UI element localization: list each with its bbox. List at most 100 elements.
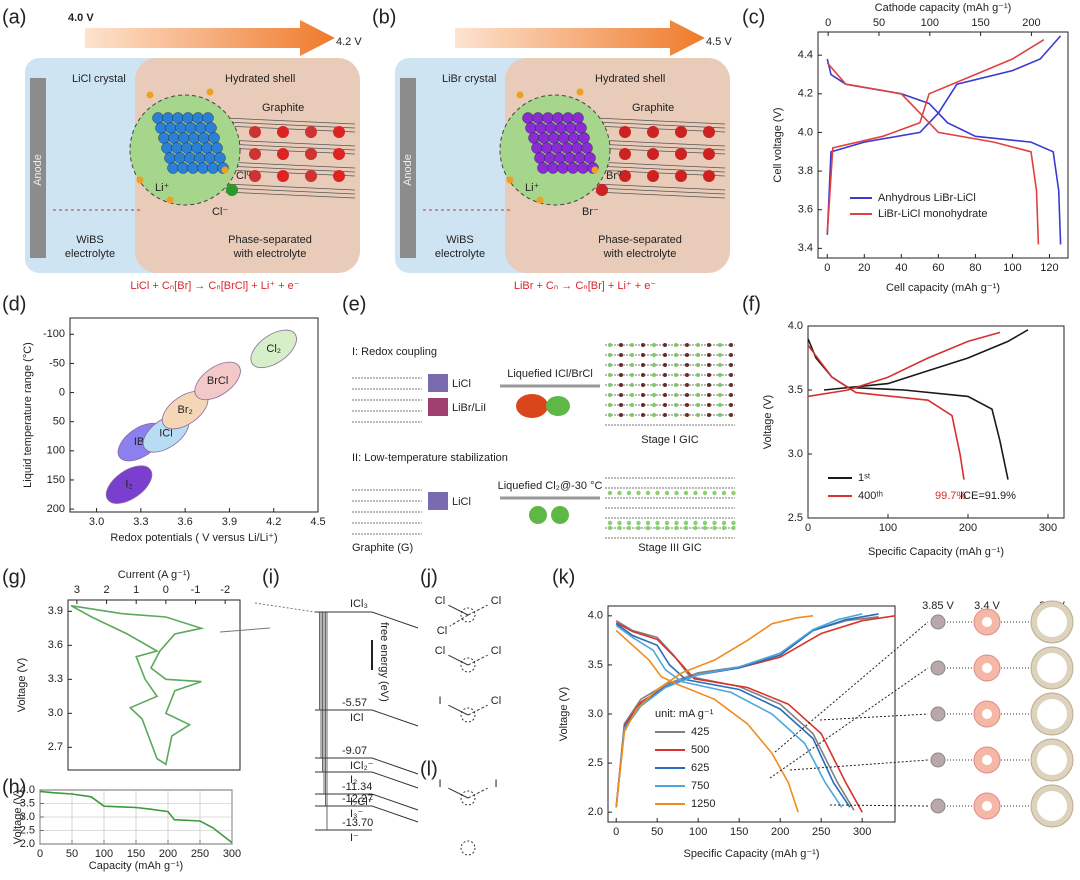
label: -50 bbox=[49, 357, 65, 369]
intercalant bbox=[333, 148, 345, 160]
intercalant bbox=[641, 403, 645, 407]
intercalant bbox=[718, 403, 722, 407]
label: 100 bbox=[1003, 262, 1021, 274]
label: 2 bbox=[103, 584, 109, 596]
label: I₂ bbox=[125, 479, 132, 491]
intercalant bbox=[675, 148, 687, 160]
label: Cl bbox=[435, 595, 445, 607]
intercalant bbox=[645, 490, 651, 496]
crystal-atom bbox=[584, 152, 596, 164]
intercalant bbox=[718, 353, 722, 357]
particle-core bbox=[982, 663, 992, 673]
crystal-atom bbox=[562, 112, 574, 124]
crystal-atom bbox=[191, 142, 203, 154]
label: -12.27 bbox=[342, 793, 373, 805]
intercalant bbox=[674, 363, 678, 367]
intercalant bbox=[707, 393, 711, 397]
label: 500 bbox=[691, 744, 709, 756]
intercalant bbox=[729, 383, 733, 387]
label: 100 bbox=[95, 848, 113, 860]
label: 50 bbox=[651, 826, 663, 838]
pointer bbox=[774, 621, 929, 753]
graphite-layer bbox=[594, 183, 726, 191]
crystal-atom bbox=[534, 152, 546, 164]
intercalant bbox=[674, 343, 678, 347]
crystal-atom bbox=[548, 132, 560, 144]
intercalant bbox=[674, 413, 678, 417]
label: Cathode capacity (mAh g⁻¹) bbox=[875, 2, 1012, 14]
label: 100 bbox=[921, 17, 939, 29]
label: Cl bbox=[435, 645, 445, 657]
label: 4.0 V bbox=[68, 12, 94, 24]
label: Cell capacity (mAh g⁻¹) bbox=[886, 282, 1000, 294]
label: (i) bbox=[262, 566, 280, 588]
crystal-atom bbox=[565, 122, 577, 134]
intercalant bbox=[675, 126, 687, 138]
li-ion bbox=[221, 166, 229, 174]
label: 250 bbox=[812, 826, 830, 838]
lone-pair bbox=[460, 840, 476, 856]
graphite-layer bbox=[224, 117, 356, 125]
crystal-atom bbox=[165, 122, 177, 134]
pointer bbox=[819, 713, 929, 721]
intercalant bbox=[696, 343, 700, 347]
graphite-layer bbox=[224, 183, 356, 191]
intercalant bbox=[647, 126, 659, 138]
label: Current (A g⁻¹) bbox=[118, 569, 190, 581]
cluster bbox=[428, 492, 448, 510]
graphite-layer bbox=[594, 117, 726, 125]
graphite-layer bbox=[594, 139, 726, 147]
bond bbox=[467, 654, 488, 666]
intercalant bbox=[674, 373, 678, 377]
label: I₃⁻ bbox=[350, 808, 364, 820]
intercalant bbox=[696, 373, 700, 377]
intercalant bbox=[729, 403, 733, 407]
label: (f) bbox=[742, 293, 761, 315]
label: 250 bbox=[191, 848, 209, 860]
intercalant bbox=[608, 373, 612, 377]
curve bbox=[615, 629, 799, 813]
connector bbox=[219, 627, 271, 633]
label: I₂ bbox=[350, 774, 357, 786]
curve bbox=[615, 615, 814, 808]
graphite-layer bbox=[594, 187, 726, 195]
connector bbox=[371, 709, 419, 727]
intercalant bbox=[674, 393, 678, 397]
label: Redox potentials ( V versus Li/Li⁺) bbox=[110, 532, 277, 544]
label: 3.9 bbox=[48, 605, 63, 617]
label: -11.34 bbox=[342, 781, 372, 793]
intercalant bbox=[608, 363, 612, 367]
li-ion bbox=[506, 176, 514, 184]
crystal-atom bbox=[171, 142, 183, 154]
label: 1250 bbox=[691, 798, 715, 810]
molecule bbox=[551, 506, 569, 524]
connector bbox=[371, 771, 419, 789]
label: Graphite bbox=[632, 102, 674, 114]
label: -5.57 bbox=[342, 697, 367, 709]
curve bbox=[39, 790, 233, 844]
intercalant bbox=[636, 490, 641, 496]
crystal-atom bbox=[571, 142, 583, 154]
label: LiCl bbox=[452, 378, 471, 390]
li-ion bbox=[516, 91, 524, 99]
intercalant bbox=[626, 490, 632, 496]
crystal-atom bbox=[172, 112, 184, 124]
intercalant bbox=[619, 373, 623, 377]
intercalant bbox=[718, 373, 722, 377]
label: 0 bbox=[613, 826, 619, 838]
curve bbox=[826, 58, 1062, 245]
label: LiBr crystal bbox=[442, 73, 496, 85]
intercalant bbox=[655, 490, 660, 496]
intercalant bbox=[664, 490, 670, 496]
label: LiCl + Cₙ[Br] → Cₙ[BrCl] + Li⁺ + e⁻ bbox=[130, 280, 299, 292]
particle-core bbox=[1037, 791, 1067, 821]
pointer bbox=[789, 759, 929, 771]
intercalant bbox=[718, 383, 722, 387]
label: 4.2 V bbox=[336, 36, 362, 48]
intercalant bbox=[641, 373, 645, 377]
label: -13.70 bbox=[342, 817, 373, 829]
intercalant bbox=[663, 373, 667, 377]
intercalant bbox=[652, 373, 656, 377]
crystal-atom bbox=[187, 162, 199, 174]
label: 50 bbox=[873, 17, 885, 29]
